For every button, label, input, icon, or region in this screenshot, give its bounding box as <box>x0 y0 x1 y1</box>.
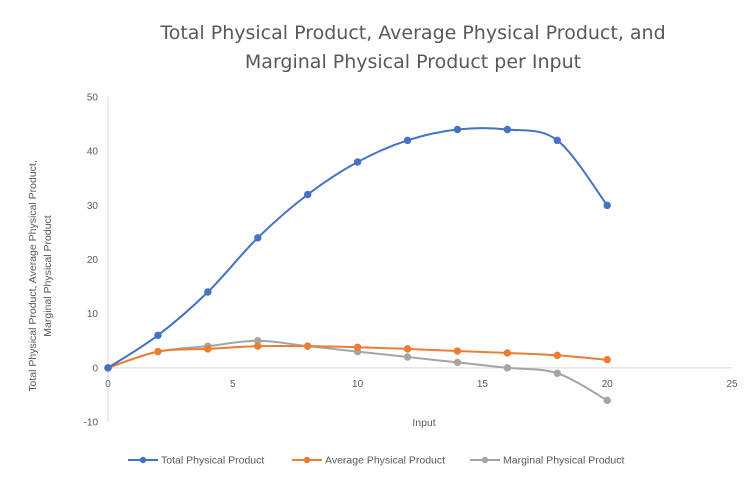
chart-title-line-2: Marginal Physical Product per Input <box>245 51 581 73</box>
data-point <box>453 347 462 355</box>
series-layer <box>104 125 611 405</box>
legend-label: Total Physical Product <box>161 455 264 467</box>
data-point <box>104 364 112 372</box>
y-tick-label: 20 <box>87 255 99 266</box>
x-tick-label: 5 <box>230 379 236 390</box>
data-point <box>154 347 162 356</box>
legend-item-marginal-physical-product: Marginal Physical Product <box>470 455 624 467</box>
y-axis-title: Total Physical Product, Average Physical… <box>27 160 54 392</box>
data-point <box>553 369 561 377</box>
y-axis-title-line-2: Marginal Physical Product <box>42 215 54 336</box>
x-tick-label: 10 <box>352 379 364 390</box>
data-point <box>403 345 412 353</box>
data-point <box>303 342 312 350</box>
data-point <box>254 234 262 242</box>
data-point <box>204 345 212 353</box>
legend-item-total-physical-product: Total Physical Product <box>128 455 264 467</box>
legend-swatch-marker <box>481 456 489 464</box>
x-tick-label: 0 <box>105 379 111 390</box>
x-tick-label: 25 <box>726 379 738 390</box>
data-point <box>603 201 611 210</box>
x-axis-title: Input <box>412 417 435 429</box>
legend: Total Physical Product Average Physical P… <box>128 455 624 467</box>
data-point <box>353 343 362 351</box>
y-axis-title-line-1: Total Physical Product, Average Physical… <box>27 160 39 392</box>
legend-label: Average Physical Product <box>325 455 445 467</box>
data-point <box>204 288 212 296</box>
data-point <box>553 136 561 145</box>
x-tick-label: 15 <box>477 379 489 390</box>
data-point <box>353 158 362 166</box>
y-tick-label: 50 <box>87 93 99 104</box>
y-tick-label: 10 <box>87 309 99 320</box>
data-point <box>254 342 262 350</box>
data-point <box>503 125 512 134</box>
data-point <box>453 358 462 367</box>
data-point <box>503 349 512 357</box>
data-point <box>503 364 512 372</box>
data-point <box>403 353 412 361</box>
chart-title-line-1: Total Physical Product, Average Physical… <box>159 22 665 44</box>
y-tick-label: 30 <box>87 201 99 212</box>
legend-swatch-marker <box>303 456 311 464</box>
data-point <box>303 190 312 199</box>
legend-item-average-physical-product: Average Physical Product <box>292 455 445 467</box>
data-point <box>603 356 611 364</box>
data-point <box>553 351 561 360</box>
x-tick-label: 20 <box>602 379 614 390</box>
y-tick-label: 40 <box>87 147 99 158</box>
data-point <box>403 136 412 145</box>
series-total-physical-product <box>104 125 611 372</box>
y-tick-label: -10 <box>84 418 99 429</box>
data-point <box>154 331 162 340</box>
legend-swatch-marker <box>139 456 147 464</box>
series-average-physical-product <box>104 342 611 372</box>
data-point <box>603 396 611 405</box>
y-tick-label: 0 <box>92 363 98 374</box>
axes: 0 5 10 15 20 25 -10 0 10 20 30 40 50 <box>84 93 738 429</box>
data-point <box>453 125 462 134</box>
legend-label: Marginal Physical Product <box>503 455 624 467</box>
chart-title: Total Physical Product, Average Physical… <box>159 22 665 73</box>
